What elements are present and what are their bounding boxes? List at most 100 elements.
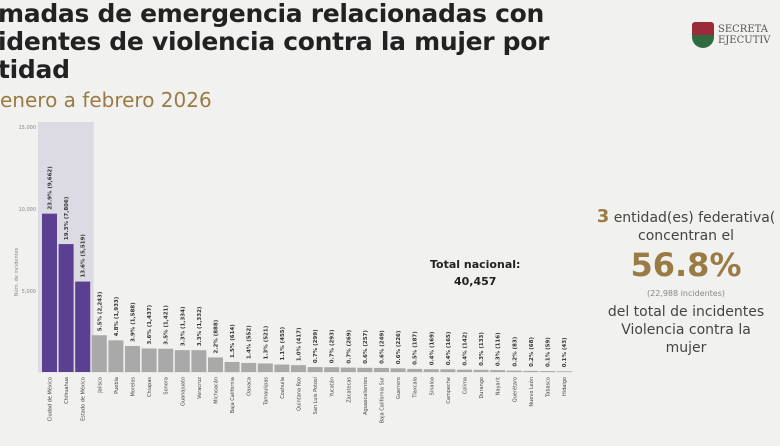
x-tick-label: Campeche: [446, 377, 452, 404]
x-tick-label: San Luis Potosí: [312, 376, 319, 414]
data-label: 1.5% (614): [230, 324, 236, 358]
logo-text: SECRETA EJECUTIV: [718, 24, 771, 46]
x-tick-label: Baja California: [230, 377, 236, 413]
data-label: 3.9% (1,588): [131, 302, 137, 342]
bar: [457, 369, 472, 372]
data-label: 0.5% (187): [413, 331, 419, 365]
bar: [91, 335, 107, 372]
x-tick-label: Tamaulipas: [263, 377, 269, 406]
data-label: 4.8% (1,933): [114, 296, 120, 336]
data-label: 1.4% (552): [247, 325, 253, 359]
data-label: 0.7% (299): [313, 329, 319, 363]
summary-line2: concentran el: [638, 228, 734, 244]
data-label: 0.4% (142): [463, 332, 469, 366]
x-tick-label: Nayarit: [496, 377, 502, 395]
data-label: 3.5% (1,421): [164, 305, 170, 345]
bar: [191, 350, 207, 372]
bar: [141, 348, 157, 372]
total-nacional: Total nacional: 40,457: [430, 256, 520, 290]
data-label: 0.1% (59): [546, 337, 552, 367]
data-label: 0.7% (293): [330, 329, 336, 363]
bar: [374, 367, 389, 372]
bar: [423, 369, 439, 372]
bar: [540, 371, 555, 372]
data-label: 0.6% (249): [380, 330, 386, 364]
summary-line1: entidad(es) federativa(: [613, 210, 776, 226]
summary-line3: del total de incidentes: [607, 304, 765, 320]
summary-percent: 56.8%: [630, 246, 742, 284]
total-label: Total nacional:: [430, 258, 521, 271]
logo: SECRETA EJECUTIV: [692, 22, 771, 48]
bar: [174, 350, 190, 372]
x-tick-label: Sinaloa: [429, 377, 435, 395]
x-tick-label: Zacatecas: [346, 377, 352, 403]
summary-panel: 3 entidad(es) federativa( concentran el …: [586, 208, 780, 357]
data-label: 19.3% (7,806): [64, 196, 70, 240]
data-label: 0.4% (169): [429, 331, 435, 365]
x-tick-label: Guerrero: [396, 377, 402, 399]
data-label: 2.2% (888): [214, 319, 220, 353]
x-tick-label: Yucatán: [329, 377, 336, 398]
summary-count: 3: [596, 206, 610, 227]
data-label: 3.3% (1,332): [197, 306, 203, 346]
bar-chart: 5,000 10,000 15,000 Núm. de incidentes 23.9%…: [13, 122, 574, 423]
x-tick-label: Puebla: [114, 377, 120, 394]
bar: [473, 369, 489, 372]
y-axis-label: Núm. de incidentes: [13, 247, 20, 296]
bar: [125, 345, 140, 372]
bar: [523, 370, 539, 372]
bar: [440, 369, 456, 372]
summary-line5: mujer: [665, 340, 707, 356]
summary-incidents: (22,988 incidentes): [647, 289, 725, 298]
bar: [257, 363, 273, 372]
x-tick-label: Quintana Roo: [297, 377, 303, 411]
page-title: madas de emergencia relacionadas con ide…: [0, 0, 550, 84]
bar: [490, 370, 506, 372]
data-label: 3.3% (1,334): [180, 306, 186, 346]
x-tick-label: Colima: [463, 377, 469, 394]
data-label: 0.2% (83): [512, 336, 518, 366]
page-subtitle: enero a febrero 2026: [0, 88, 212, 112]
bar: [42, 213, 57, 372]
bar: [390, 368, 406, 372]
bar: [407, 368, 423, 372]
summary-line4: Violencia contra la: [621, 322, 751, 338]
bar: [340, 367, 356, 372]
seal-icon: [692, 22, 714, 48]
x-tick-label: Veracruz: [197, 377, 203, 399]
y-tick-label: 15,000: [19, 125, 37, 131]
total-value: 40,457: [453, 275, 497, 288]
x-tick-label: Michoacán: [213, 377, 220, 404]
x-tick-label: Aguascalientes: [363, 377, 369, 415]
bar: [208, 357, 223, 372]
x-tick-label: Querétaro: [511, 377, 518, 402]
x-tick-label: Morelos: [131, 377, 137, 397]
data-label: 23.9% (9,662): [48, 166, 54, 210]
x-tick-label: Chihuahua: [64, 377, 70, 404]
x-tick-label: Estado de México: [80, 377, 87, 421]
bar: [274, 364, 290, 372]
data-label: 1.3% (521): [263, 325, 269, 359]
data-label: 0.2% (68): [529, 337, 535, 367]
data-label: 0.1% (43): [562, 337, 568, 367]
data-label: 3.6% (1,437): [147, 304, 153, 344]
x-tick-label: Ciudad de México: [47, 377, 54, 421]
bar: [224, 361, 240, 372]
bar: [291, 365, 306, 372]
bar: [506, 370, 522, 372]
data-label: 1.0% (417): [297, 327, 303, 361]
x-tick-label: Coahuila: [280, 377, 286, 399]
data-label: 0.6% (257): [363, 330, 369, 364]
bar: [108, 340, 124, 372]
data-label: 0.4% (165): [446, 331, 452, 365]
data-label: 1.1% (455): [280, 326, 286, 360]
data-label: 0.6% (226): [396, 330, 402, 364]
bar: [58, 244, 74, 372]
x-tick-label: Sonora: [164, 377, 170, 395]
x-tick-label: Tabasco: [546, 377, 552, 398]
data-label: 0.3% (133): [479, 332, 485, 366]
data-label: 5.5% (2,243): [97, 291, 103, 331]
bar: [324, 367, 340, 372]
x-tick-label: Chiapas: [147, 377, 153, 397]
y-tick-label: 5,000: [22, 289, 36, 295]
